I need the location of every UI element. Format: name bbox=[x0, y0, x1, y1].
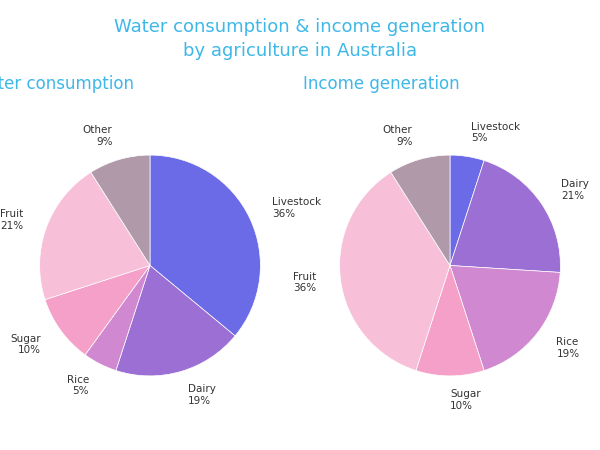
Text: Livestock
5%: Livestock 5% bbox=[471, 122, 520, 143]
Wedge shape bbox=[85, 266, 150, 370]
Text: Dairy
21%: Dairy 21% bbox=[562, 179, 589, 201]
Text: Rice
5%: Rice 5% bbox=[67, 375, 89, 396]
Text: Sugar
10%: Sugar 10% bbox=[10, 334, 41, 356]
Wedge shape bbox=[116, 266, 235, 376]
Wedge shape bbox=[450, 155, 484, 266]
Text: Fruit
21%: Fruit 21% bbox=[0, 209, 23, 231]
Text: Dairy
19%: Dairy 19% bbox=[188, 384, 215, 405]
Text: Water consumption & income generation
by agriculture in Australia: Water consumption & income generation by… bbox=[115, 18, 485, 59]
Title: Water consumption: Water consumption bbox=[0, 75, 134, 93]
Wedge shape bbox=[391, 155, 450, 266]
Text: Fruit
36%: Fruit 36% bbox=[293, 272, 316, 293]
Wedge shape bbox=[91, 155, 150, 266]
Text: Sugar
10%: Sugar 10% bbox=[450, 389, 481, 411]
Text: Other
9%: Other 9% bbox=[383, 126, 412, 147]
Wedge shape bbox=[450, 266, 560, 370]
Wedge shape bbox=[416, 266, 484, 376]
Wedge shape bbox=[340, 172, 450, 370]
Text: Rice
19%: Rice 19% bbox=[556, 337, 580, 359]
Wedge shape bbox=[450, 161, 560, 272]
Text: Livestock
36%: Livestock 36% bbox=[272, 198, 321, 219]
Wedge shape bbox=[40, 172, 150, 300]
Wedge shape bbox=[150, 155, 260, 336]
Title: Income generation: Income generation bbox=[302, 75, 460, 93]
Wedge shape bbox=[45, 266, 150, 355]
Text: Other
9%: Other 9% bbox=[83, 126, 112, 147]
